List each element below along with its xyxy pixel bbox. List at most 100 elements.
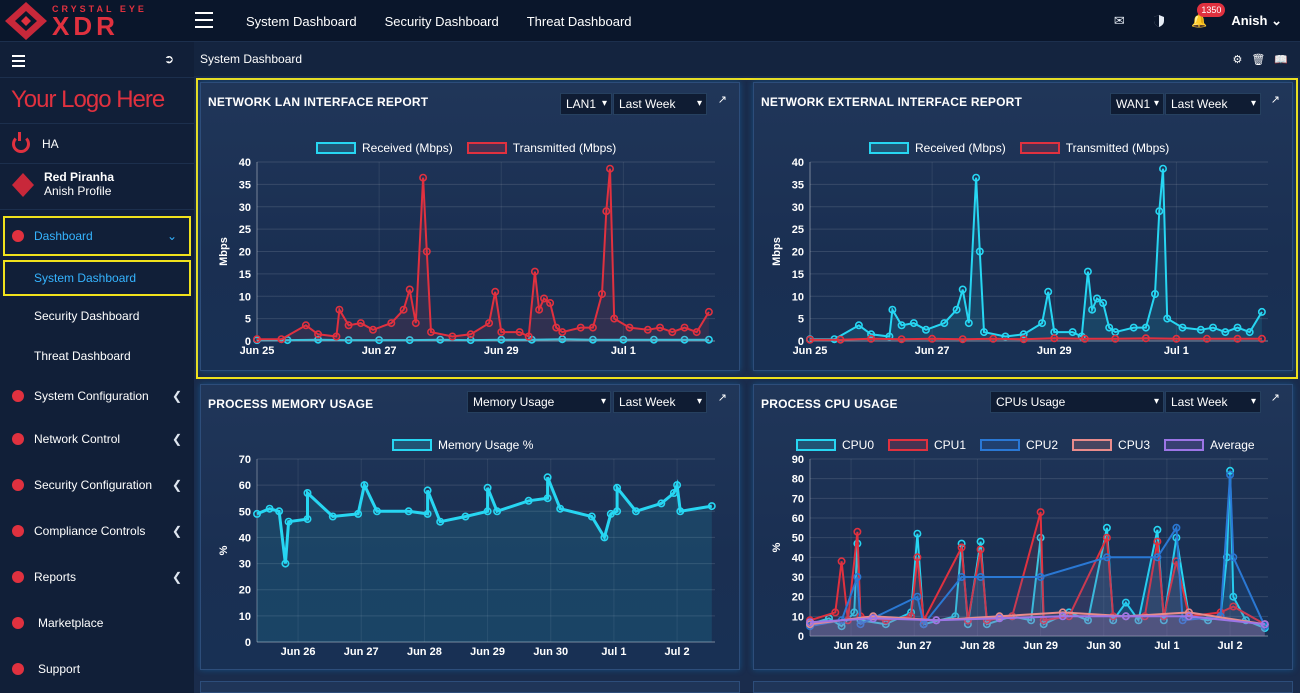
- data-point[interactable]: [423, 509, 432, 518]
- data-point[interactable]: [1121, 598, 1130, 607]
- data-point[interactable]: [1208, 323, 1217, 332]
- data-point[interactable]: [909, 319, 918, 328]
- data-point[interactable]: [643, 325, 652, 334]
- profile-block[interactable]: Red Piranha Anish Profile: [0, 164, 194, 210]
- data-point[interactable]: [976, 573, 985, 582]
- data-point[interactable]: [387, 319, 396, 328]
- data-point[interactable]: [692, 328, 701, 337]
- legend-item[interactable]: CPU1: [888, 438, 966, 452]
- data-point[interactable]: [1229, 553, 1238, 562]
- legend-item[interactable]: Average: [1164, 438, 1255, 452]
- data-point[interactable]: [303, 515, 312, 524]
- data-point[interactable]: [369, 325, 378, 334]
- data-point[interactable]: [888, 305, 897, 314]
- data-point[interactable]: [558, 328, 567, 337]
- data-point[interactable]: [1105, 323, 1114, 332]
- data-point[interactable]: [602, 207, 611, 216]
- data-point[interactable]: [1226, 466, 1235, 475]
- data-point[interactable]: [399, 305, 408, 314]
- data-point[interactable]: [631, 507, 640, 516]
- data-point[interactable]: [995, 614, 1004, 623]
- data-point[interactable]: [314, 335, 323, 344]
- data-point[interactable]: [515, 328, 524, 337]
- sidebar-subitem-threat-dashboard[interactable]: Threat Dashboard: [34, 349, 131, 363]
- data-point[interactable]: [1102, 523, 1111, 532]
- data-point[interactable]: [252, 335, 261, 344]
- user-menu[interactable]: Anish ⌄: [1231, 13, 1282, 29]
- data-point[interactable]: [867, 330, 876, 339]
- data-point[interactable]: [497, 335, 506, 344]
- data-point[interactable]: [1068, 328, 1077, 337]
- top-nav-security-dashboard[interactable]: Security Dashboard: [384, 13, 499, 29]
- menu-toggle-icon[interactable]: [195, 12, 213, 28]
- data-point[interactable]: [957, 543, 966, 552]
- gear-icon[interactable]: ⚙: [1232, 54, 1243, 66]
- legend-item[interactable]: CPU2: [980, 438, 1058, 452]
- data-point[interactable]: [497, 328, 506, 337]
- sidebar-item-dashboard[interactable]: Dashboard ⌄: [3, 216, 191, 256]
- data-point[interactable]: [314, 330, 323, 339]
- legend-item[interactable]: CPU0: [796, 438, 874, 452]
- data-point[interactable]: [427, 328, 436, 337]
- data-point[interactable]: [976, 537, 985, 546]
- data-point[interactable]: [976, 545, 985, 554]
- data-point[interactable]: [1058, 612, 1067, 621]
- data-point[interactable]: [707, 502, 716, 511]
- data-point[interactable]: [448, 332, 457, 341]
- data-point[interactable]: [853, 527, 862, 536]
- data-point[interactable]: [277, 335, 286, 344]
- sidebar-item-support[interactable]: Support: [0, 646, 194, 692]
- data-point[interactable]: [850, 608, 859, 617]
- data-point[interactable]: [1221, 328, 1230, 337]
- brand-logo[interactable]: CRYSTAL EYE XDR: [0, 0, 194, 42]
- data-point[interactable]: [613, 507, 622, 516]
- data-point[interactable]: [919, 620, 928, 629]
- data-point[interactable]: [1158, 164, 1167, 173]
- period-select[interactable]: Last Week: [613, 93, 707, 115]
- data-point[interactable]: [668, 328, 677, 337]
- data-point[interactable]: [354, 509, 363, 518]
- data-point[interactable]: [552, 323, 561, 332]
- interface-select[interactable]: WAN1: [1110, 93, 1164, 115]
- data-point[interactable]: [980, 328, 989, 337]
- data-point[interactable]: [1083, 267, 1092, 276]
- data-point[interactable]: [963, 620, 972, 629]
- data-point[interactable]: [405, 336, 414, 345]
- data-point[interactable]: [356, 319, 365, 328]
- legend-item[interactable]: Memory Usage %: [392, 438, 533, 452]
- data-point[interactable]: [928, 334, 937, 343]
- sidebar-collapse-icon[interactable]: [12, 55, 25, 70]
- sidebar-item-network-control[interactable]: Network Control ❮: [0, 416, 194, 462]
- data-point[interactable]: [1019, 330, 1028, 339]
- data-point[interactable]: [1260, 620, 1269, 629]
- data-point[interactable]: [897, 321, 906, 330]
- data-point[interactable]: [805, 335, 814, 344]
- data-point[interactable]: [805, 618, 814, 627]
- data-point[interactable]: [546, 299, 555, 308]
- data-point[interactable]: [1111, 334, 1120, 343]
- sidebar-item-system-configuration[interactable]: System Configuration ❮: [0, 376, 194, 416]
- data-point[interactable]: [587, 512, 596, 521]
- legend-item[interactable]: CPU3: [1072, 438, 1150, 452]
- data-point[interactable]: [493, 507, 502, 516]
- data-point[interactable]: [853, 573, 862, 582]
- data-point[interactable]: [1178, 323, 1187, 332]
- data-point[interactable]: [375, 336, 384, 345]
- data-point[interactable]: [1153, 553, 1162, 562]
- data-point[interactable]: [1233, 323, 1242, 332]
- data-point[interactable]: [1153, 525, 1162, 534]
- data-point[interactable]: [1245, 328, 1254, 337]
- data-point[interactable]: [649, 335, 658, 344]
- data-point[interactable]: [344, 336, 353, 345]
- data-point[interactable]: [419, 173, 428, 182]
- mail-icon[interactable]: ✉: [1113, 13, 1125, 28]
- data-point[interactable]: [335, 305, 344, 314]
- data-point[interactable]: [436, 517, 445, 526]
- data-point[interactable]: [940, 319, 949, 328]
- sidebar-item-marketplace[interactable]: Marketplace: [0, 600, 194, 646]
- data-point[interactable]: [964, 319, 973, 328]
- data-point[interactable]: [1102, 553, 1111, 562]
- data-point[interactable]: [332, 332, 341, 341]
- data-point[interactable]: [576, 323, 585, 332]
- data-point[interactable]: [1080, 334, 1089, 343]
